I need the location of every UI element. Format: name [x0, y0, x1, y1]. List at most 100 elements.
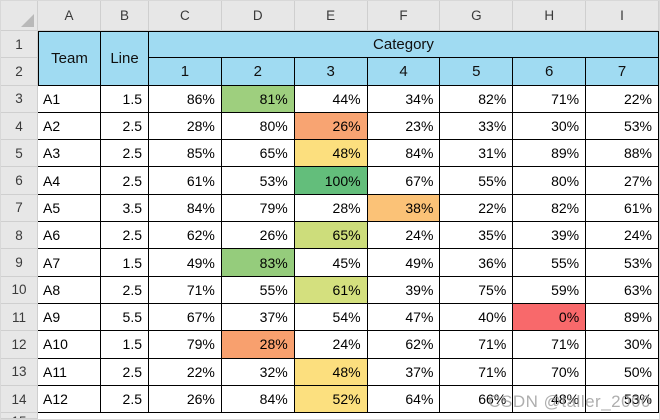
header-line[interactable]: Line: [101, 31, 149, 86]
cell-A12-cat4[interactable]: 64%: [367, 385, 441, 414]
cell-A4-cat6[interactable]: 80%: [513, 167, 587, 195]
cell-line-A7[interactable]: 1.5: [101, 249, 149, 277]
cell-A7-cat3[interactable]: 45%: [294, 249, 368, 277]
cell-A6-cat4[interactable]: 24%: [367, 222, 441, 250]
cell-team-A9[interactable]: A9: [38, 303, 101, 332]
cell-A12-cat5[interactable]: 66%: [440, 385, 514, 414]
cell-A11-cat2[interactable]: 32%: [221, 358, 295, 386]
cell-A2-cat2[interactable]: 80%: [221, 112, 295, 141]
cell-A3-cat3[interactable]: 48%: [294, 140, 368, 168]
cell-A3-cat7[interactable]: 88%: [586, 140, 659, 168]
row-header-3[interactable]: 3: [1, 85, 38, 113]
cell-team-A7[interactable]: A7: [38, 249, 101, 277]
cell-A2-cat1[interactable]: 28%: [149, 112, 222, 141]
cell-line-A6[interactable]: 2.5: [101, 222, 149, 250]
cell-A8-cat6[interactable]: 59%: [513, 276, 587, 304]
column-header-F[interactable]: F: [367, 1, 441, 31]
column-header-H[interactable]: H: [513, 1, 587, 31]
cell-A12-cat6[interactable]: 48%: [513, 385, 587, 414]
select-all-button[interactable]: [1, 1, 38, 31]
cell-line-A4[interactable]: 2.5: [101, 167, 149, 195]
cell-team-A10[interactable]: A10: [38, 331, 101, 359]
cell-A12-cat7[interactable]: 53%: [586, 385, 659, 414]
cell-A9-cat5[interactable]: 40%: [440, 303, 514, 332]
row-header-13[interactable]: 13: [1, 358, 38, 386]
header-category-col-1[interactable]: 1: [149, 58, 222, 86]
cell-A8-cat7[interactable]: 63%: [586, 276, 659, 304]
cell-A5-cat7[interactable]: 61%: [586, 194, 659, 223]
cell-A2-cat7[interactable]: 53%: [586, 112, 659, 141]
cell-line-A1[interactable]: 1.5: [101, 85, 149, 113]
header-category-col-4[interactable]: 4: [367, 58, 441, 86]
cell-A4-cat7[interactable]: 27%: [586, 167, 659, 195]
cell-line-A11[interactable]: 2.5: [101, 358, 149, 386]
column-header-E[interactable]: E: [294, 1, 368, 31]
cell-A3-cat4[interactable]: 84%: [367, 140, 441, 168]
cell-A5-cat4[interactable]: 38%: [367, 194, 441, 223]
cell-A8-cat2[interactable]: 55%: [221, 276, 295, 304]
cell-team-A3[interactable]: A3: [38, 140, 101, 168]
cell-team-A8[interactable]: A8: [38, 276, 101, 304]
cell-line-A2[interactable]: 2.5: [101, 112, 149, 141]
cell-A4-cat2[interactable]: 53%: [221, 167, 295, 195]
cell-A9-cat3[interactable]: 54%: [294, 303, 368, 332]
cell-line-A3[interactable]: 2.5: [101, 140, 149, 168]
cell-A4-cat4[interactable]: 67%: [367, 167, 441, 195]
row-header-2[interactable]: 2: [1, 58, 38, 86]
cell-A11-cat6[interactable]: 70%: [513, 358, 587, 386]
header-category-col-5[interactable]: 5: [440, 58, 514, 86]
cell-A5-cat2[interactable]: 79%: [221, 194, 295, 223]
cell-team-A1[interactable]: A1: [38, 85, 101, 113]
cell-A8-cat3[interactable]: 61%: [294, 276, 368, 304]
cell-A8-cat4[interactable]: 39%: [367, 276, 441, 304]
header-category-col-2[interactable]: 2: [221, 58, 295, 86]
cell-team-A12[interactable]: A12: [38, 385, 101, 414]
column-header-D[interactable]: D: [221, 1, 295, 31]
cell-A2-cat3[interactable]: 26%: [294, 112, 368, 141]
cell-team-A2[interactable]: A2: [38, 112, 101, 141]
cell-A11-cat3[interactable]: 48%: [294, 358, 368, 386]
cell-line-A8[interactable]: 2.5: [101, 276, 149, 304]
cell-A11-cat1[interactable]: 22%: [149, 358, 222, 386]
cell-A10-cat7[interactable]: 30%: [586, 331, 659, 359]
cell-A6-cat2[interactable]: 26%: [221, 222, 295, 250]
cell-A10-cat6[interactable]: 71%: [513, 331, 587, 359]
cell-A10-cat1[interactable]: 79%: [149, 331, 222, 359]
cell-A7-cat7[interactable]: 53%: [586, 249, 659, 277]
cell-team-A6[interactable]: A6: [38, 222, 101, 250]
column-header-G[interactable]: G: [440, 1, 514, 31]
row-header-10[interactable]: 10: [1, 276, 38, 304]
cell-A10-cat2[interactable]: 28%: [221, 331, 295, 359]
row-header-7[interactable]: 7: [1, 194, 38, 223]
cell-A10-cat4[interactable]: 62%: [367, 331, 441, 359]
cell-A7-cat6[interactable]: 55%: [513, 249, 587, 277]
header-category-col-7[interactable]: 7: [586, 58, 659, 86]
cell-A7-cat5[interactable]: 36%: [440, 249, 514, 277]
cell-A9-cat2[interactable]: 37%: [221, 303, 295, 332]
row-header-6[interactable]: 6: [1, 167, 38, 195]
cell-A11-cat4[interactable]: 37%: [367, 358, 441, 386]
cell-A7-cat1[interactable]: 49%: [149, 249, 222, 277]
cell-A3-cat1[interactable]: 85%: [149, 140, 222, 168]
cell-A3-cat5[interactable]: 31%: [440, 140, 514, 168]
cell-A12-cat3[interactable]: 52%: [294, 385, 368, 414]
row-header-15[interactable]: 15: [1, 413, 38, 419]
row-header-11[interactable]: 11: [1, 303, 38, 332]
cell-A8-cat5[interactable]: 75%: [440, 276, 514, 304]
cell-A1-cat7[interactable]: 22%: [586, 85, 659, 113]
cell-team-A11[interactable]: A11: [38, 358, 101, 386]
cell-A7-cat2[interactable]: 83%: [221, 249, 295, 277]
header-category-col-3[interactable]: 3: [294, 58, 368, 86]
cell-A1-cat3[interactable]: 44%: [294, 85, 368, 113]
cell-A1-cat1[interactable]: 86%: [149, 85, 222, 113]
column-header-B[interactable]: B: [101, 1, 149, 31]
cell-team-A4[interactable]: A4: [38, 167, 101, 195]
cell-A9-cat7[interactable]: 89%: [586, 303, 659, 332]
cell-A2-cat5[interactable]: 33%: [440, 112, 514, 141]
cell-A7-cat4[interactable]: 49%: [367, 249, 441, 277]
row-header-9[interactable]: 9: [1, 249, 38, 277]
cell-A6-cat1[interactable]: 62%: [149, 222, 222, 250]
cell-A3-cat2[interactable]: 65%: [221, 140, 295, 168]
cell-A5-cat5[interactable]: 22%: [440, 194, 514, 223]
cell-A8-cat1[interactable]: 71%: [149, 276, 222, 304]
